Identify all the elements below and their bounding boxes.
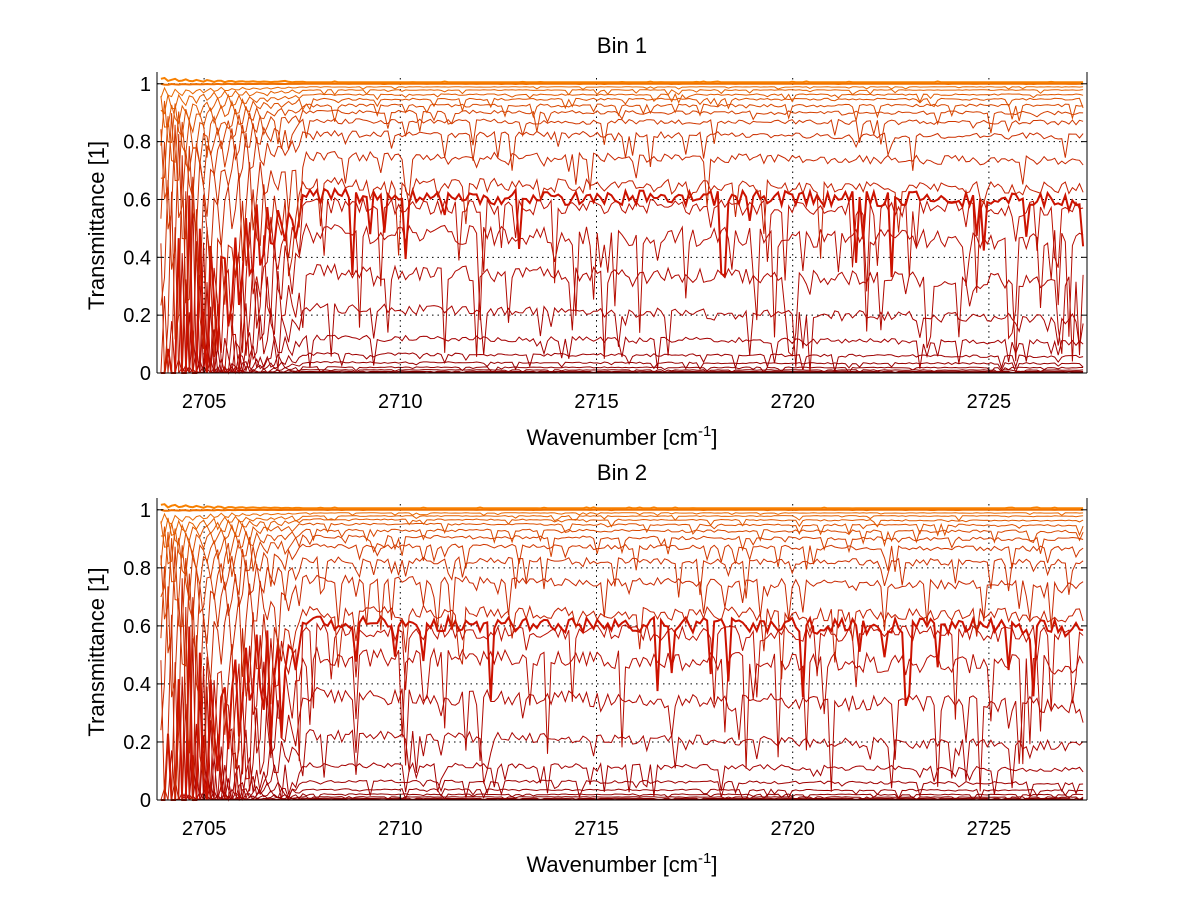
series-line [160, 512, 1084, 526]
series-line [160, 613, 1084, 801]
series-line [160, 82, 1084, 86]
chart-title: Bin 1 [597, 33, 647, 58]
series-line [160, 262, 1084, 375]
series-line [160, 528, 1084, 598]
x-tick-label: 2715 [574, 818, 619, 840]
x-axis-label-superscript: -1 [698, 423, 711, 440]
y-tick-label: 0.8 [123, 132, 151, 154]
series-line [160, 503, 1084, 510]
series-line [160, 779, 1084, 802]
series-line [160, 793, 1084, 801]
y-axis-label: Transmittance [1] [84, 567, 109, 736]
x-tick-label: 2710 [378, 818, 423, 840]
series-line [160, 361, 1084, 374]
series-line [160, 543, 1084, 654]
series-line [160, 370, 1084, 374]
series-line [160, 92, 1084, 128]
y-tick-label: 1 [140, 500, 151, 522]
chart-panel-2: 2705 2710 2715 2720 2725 0 0.2 0.4 0.6 0.8 1 Bin 2 W… [84, 460, 1088, 877]
chart-title: Bin 2 [597, 460, 647, 485]
x-tick-label: 2725 [967, 818, 1012, 840]
x-axis-label-superscript: -1 [698, 850, 711, 867]
series-line [160, 574, 1084, 801]
x-axis-label: Wavenumber [cm-1] [526, 850, 717, 877]
series-line [160, 369, 1084, 374]
x-tick-label: 2705 [182, 818, 227, 840]
series-line [160, 508, 1084, 512]
series-line [160, 366, 1084, 374]
y-tick-label: 0 [140, 790, 151, 812]
x-tick-label: 2715 [574, 391, 619, 413]
series-line [160, 196, 1084, 374]
y-tick-label: 0.8 [123, 558, 151, 580]
x-axis-label-text: Wavenumber [cm [526, 425, 698, 450]
x-axis-label: Wavenumber [cm-1] [526, 423, 717, 450]
series-line [160, 371, 1084, 374]
x-tick-label: 2720 [770, 818, 815, 840]
series-line [160, 796, 1084, 801]
y-tick-label: 0 [140, 363, 151, 385]
series-line [160, 76, 1084, 84]
series-line [160, 86, 1084, 99]
series-line [160, 622, 1084, 801]
series-line [160, 302, 1084, 374]
series-line [160, 518, 1084, 548]
series-line [160, 97, 1084, 146]
series-line [160, 176, 1084, 374]
y-tick-label: 1 [140, 74, 151, 96]
series-line [160, 222, 1084, 374]
series-line [160, 646, 1084, 801]
series-line [160, 109, 1084, 200]
y-tick-label: 0.4 [123, 247, 151, 269]
series-line [160, 103, 1084, 179]
x-axis-label-end: ] [711, 425, 717, 450]
x-tick-label: 2725 [967, 391, 1012, 413]
series-line [160, 522, 1084, 566]
series-line [160, 150, 1084, 374]
y-tick-label: 0.2 [123, 732, 151, 754]
chart-panel-1: 2705 2710 2715 2720 2725 0 0.2 0.4 0.6 0.8 1 Bin 1 W… [84, 33, 1088, 450]
y-tick-label: 0.4 [123, 674, 151, 696]
series-line [160, 787, 1084, 801]
x-tick-label: 2705 [182, 391, 227, 413]
y-tick-label: 0.2 [123, 305, 151, 327]
y-tick-label: 0.6 [123, 616, 151, 638]
series-line [160, 89, 1084, 115]
series-group [160, 503, 1084, 802]
panels: 2705 2710 2715 2720 2725 0 0.2 0.4 0.6 0.8 1 Bin 1 W… [84, 33, 1088, 877]
series-line [160, 186, 1085, 374]
series-line [160, 555, 1084, 731]
series-line [160, 797, 1084, 801]
x-tick-label: 2710 [378, 391, 423, 413]
series-line [160, 129, 1084, 306]
series-line [160, 334, 1084, 375]
series-line [160, 761, 1084, 801]
series-line [160, 798, 1084, 801]
series-line [160, 515, 1084, 537]
x-axis-label-text: Wavenumber [cm [526, 852, 698, 877]
y-tick-label: 0.6 [123, 189, 151, 211]
x-tick-label: 2720 [770, 391, 815, 413]
y-axis-label: Transmittance [1] [84, 141, 109, 310]
x-axis-label-end: ] [711, 852, 717, 877]
series-line [160, 604, 1084, 802]
